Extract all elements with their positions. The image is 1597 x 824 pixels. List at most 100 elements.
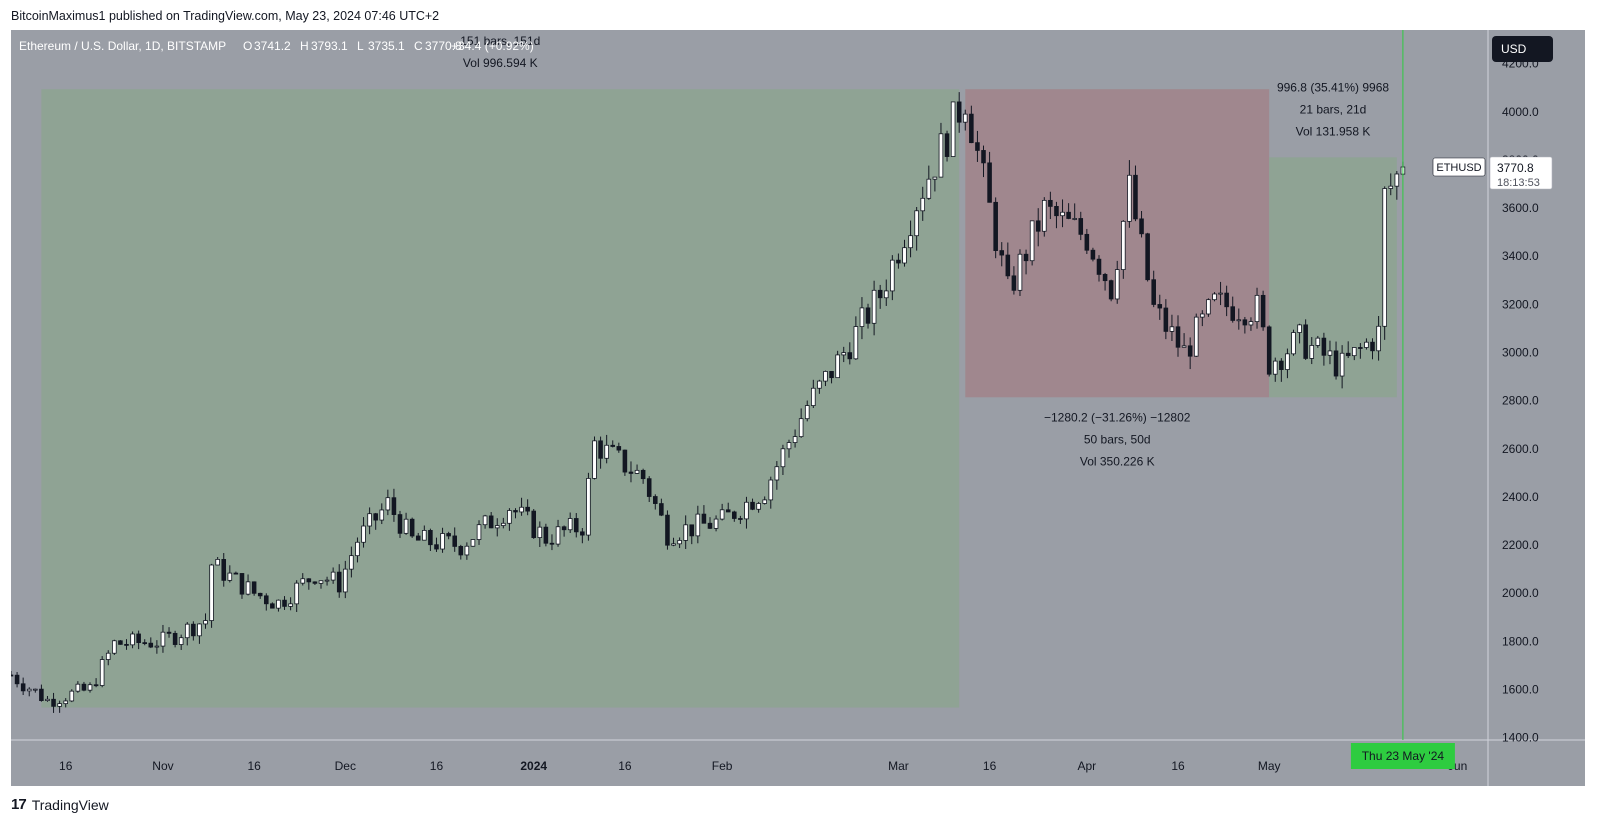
candle xyxy=(1133,174,1138,220)
candle xyxy=(452,535,457,547)
candle xyxy=(458,546,464,556)
y-tick-label: 1800.0 xyxy=(1502,634,1539,648)
price-axis xyxy=(1488,30,1585,740)
tradingview-logo-icon: 17 xyxy=(11,796,27,813)
candle xyxy=(513,510,518,513)
y-tick-label: 3600.0 xyxy=(1502,201,1539,215)
candle xyxy=(233,572,239,575)
candle xyxy=(51,698,56,707)
measure-zone-correction xyxy=(965,89,1270,398)
candle xyxy=(580,531,585,536)
candles xyxy=(11,92,1406,713)
candle xyxy=(397,514,403,534)
candle xyxy=(1279,360,1284,370)
x-tick-label: 16 xyxy=(59,759,73,773)
measure-label-recovery: 996.8 (35.41%) 9968 xyxy=(1277,80,1389,94)
candle xyxy=(683,524,688,541)
candle xyxy=(1236,319,1242,322)
candle xyxy=(300,578,306,584)
candle xyxy=(604,444,609,459)
candle xyxy=(823,371,828,382)
candle xyxy=(883,290,889,299)
x-tick-label: 16 xyxy=(247,759,261,773)
candle xyxy=(336,571,342,593)
candle xyxy=(239,573,245,595)
candle xyxy=(446,533,451,537)
candle xyxy=(428,530,433,546)
candle xyxy=(191,623,196,637)
candle xyxy=(1145,233,1150,281)
candle xyxy=(93,684,99,687)
x-tick-label: 16 xyxy=(1171,759,1185,773)
candle xyxy=(1212,293,1217,301)
x-tick-label: May xyxy=(1258,759,1281,773)
last-price-value: 3770.8 xyxy=(1497,161,1534,175)
candle xyxy=(598,440,603,459)
candle xyxy=(804,405,810,420)
ohlc-value: 3770.8 xyxy=(425,39,462,53)
candle xyxy=(75,683,81,692)
candle xyxy=(1260,294,1266,328)
candle xyxy=(1048,199,1053,207)
candle xyxy=(1187,345,1193,357)
candle xyxy=(45,698,50,701)
candle xyxy=(725,509,731,513)
candle xyxy=(817,380,822,389)
candle xyxy=(1254,294,1260,323)
candle xyxy=(999,250,1005,256)
candle xyxy=(1035,220,1041,232)
date-badge-label: Thu 23 May '24 xyxy=(1362,749,1445,763)
price-chart[interactable]: 2569.5 (168.99%) 25695151 bars, 151dVol … xyxy=(11,30,1585,786)
candle xyxy=(434,544,439,550)
candle xyxy=(1321,337,1327,356)
candle xyxy=(57,703,62,707)
currency-button[interactable]: USD xyxy=(1492,36,1553,62)
candle xyxy=(628,471,634,474)
candle xyxy=(470,539,476,547)
candle xyxy=(701,513,707,524)
candle xyxy=(902,247,907,264)
candle xyxy=(993,201,998,251)
measure-label-correction: −1280.2 (−31.26%) −12802 xyxy=(1044,410,1191,424)
candle xyxy=(306,578,312,583)
candle xyxy=(537,526,543,538)
measure-label-recovery: 21 bars, 21d xyxy=(1300,102,1367,116)
candle xyxy=(732,511,737,519)
candle xyxy=(555,526,561,545)
candle xyxy=(987,162,992,203)
y-tick-label: 1600.0 xyxy=(1502,682,1539,696)
candle xyxy=(415,535,421,541)
candle xyxy=(33,688,38,691)
candle xyxy=(355,541,360,557)
date-badge xyxy=(1350,743,1455,769)
candle xyxy=(1139,218,1144,235)
candle xyxy=(26,688,32,692)
candle xyxy=(1218,292,1223,295)
ohlc-value: 3741.2 xyxy=(254,39,291,53)
x-tick-label: Apr xyxy=(1077,759,1096,773)
candle xyxy=(981,150,986,164)
candle xyxy=(926,178,932,199)
candle xyxy=(1090,249,1096,260)
candle xyxy=(908,235,913,249)
candle xyxy=(1078,218,1084,235)
chart-frame[interactable]: 2569.5 (168.99%) 25695151 bars, 151dVol … xyxy=(11,30,1585,786)
candle xyxy=(738,518,743,520)
candle xyxy=(251,581,257,594)
candle xyxy=(549,542,555,545)
candle xyxy=(99,659,105,686)
candle xyxy=(1029,220,1035,262)
candle xyxy=(525,506,530,512)
candle xyxy=(494,525,500,529)
measure-label-recovery: Vol 131.958 K xyxy=(1296,124,1371,138)
candle xyxy=(671,543,676,546)
candle xyxy=(39,688,44,701)
candle xyxy=(1388,185,1394,189)
candle xyxy=(1163,307,1169,332)
candle xyxy=(1230,306,1236,321)
candle xyxy=(367,513,372,527)
ohlc-label: O xyxy=(243,39,252,53)
candle xyxy=(1297,324,1302,333)
candle xyxy=(403,518,409,534)
candle xyxy=(215,559,220,566)
